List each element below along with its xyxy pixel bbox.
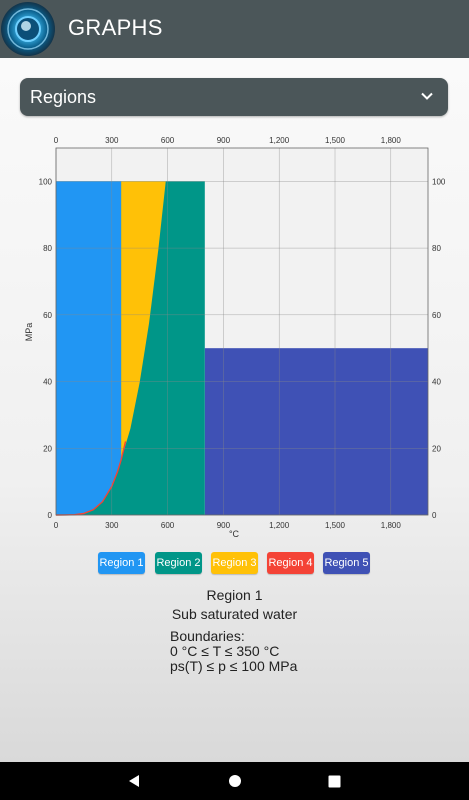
system-nav-bar <box>0 762 469 800</box>
x-tick-label-bottom: 300 <box>105 521 119 530</box>
x-tick-label-bottom: 1,800 <box>381 521 402 530</box>
y-tick-label-right: 20 <box>432 444 441 453</box>
app-title: GRAPHS <box>68 15 163 40</box>
x-tick-label-bottom: 600 <box>161 521 175 530</box>
content-area: Regions 0 0 300 300 600 600 900 900 1,200 1,200 1,… <box>0 58 469 762</box>
x-tick-label-top: 300 <box>105 136 119 145</box>
dropdown-selected-value: Regions <box>30 87 97 107</box>
region-1-area <box>56 181 122 515</box>
y-tick-label-right: 0 <box>432 511 437 520</box>
region-3-area <box>121 181 166 460</box>
x-tick-label-top: 1,200 <box>269 136 290 145</box>
app-bar: GRAPHS <box>0 0 469 58</box>
legend-region-1-button[interactable]: Region 1 <box>98 552 145 574</box>
region-info-pressure-range: ps(T) ≤ p ≤ 100 MPa <box>170 658 298 674</box>
y-tick-label-right: 80 <box>432 244 441 253</box>
plot-frame <box>55 147 429 516</box>
x-tick-label-top: 900 <box>217 136 231 145</box>
y-tick-label-left: 20 <box>43 444 52 453</box>
y-tick-label-right: 60 <box>432 311 441 320</box>
legend-region-5-button[interactable]: Region 5 <box>323 552 370 574</box>
x-tick-label-top: 1,800 <box>381 136 402 145</box>
legend-region-2-button[interactable]: Region 2 <box>155 552 202 574</box>
y-tick-label-left: 100 <box>39 177 53 186</box>
x-tick-label-bottom: 900 <box>217 521 231 530</box>
y-tick-label-right: 100 <box>432 177 446 186</box>
y-tick-label-right: 40 <box>432 378 441 387</box>
y-tick-label-left: 40 <box>43 378 52 387</box>
x-tick-label-bottom: 1,200 <box>269 521 290 530</box>
x-tick-label-top: 600 <box>161 136 175 145</box>
region-5-area <box>204 348 428 515</box>
regions-chart[interactable]: 003003006006009009001,2001,2001,5001,500… <box>0 132 469 552</box>
region-info-temperature-range: 0 °C ≤ T ≤ 350 °C <box>170 643 280 659</box>
x-tick-label-top: 0 <box>54 136 59 145</box>
legend: Region 1 Region 2 Region 3 Region 4 Regi… <box>0 552 469 574</box>
legend-region-3-button[interactable]: Region 3 <box>211 552 258 574</box>
region-info-boundaries-label: Boundaries: <box>170 628 245 644</box>
x-tick-label-top: 1,500 <box>325 136 346 145</box>
back-icon[interactable] <box>128 774 140 788</box>
region-info-description: Sub saturated water <box>171 606 298 622</box>
y-tick-label-left: 0 <box>48 511 53 520</box>
region-info-title: Region 1 <box>206 587 263 603</box>
app-logo-icon <box>1 2 55 56</box>
x-tick-label-bottom: 1,500 <box>325 521 346 530</box>
y-axis-label: MPa <box>24 323 34 342</box>
graph-type-dropdown[interactable]: Regions <box>20 78 448 116</box>
x-tick-label-bottom: 0 <box>54 521 59 530</box>
recents-icon[interactable] <box>328 775 341 788</box>
y-tick-label-left: 80 <box>43 244 52 253</box>
home-icon[interactable] <box>228 774 242 788</box>
chevron-down-icon <box>421 92 433 100</box>
legend-region-4-button[interactable]: Region 4 <box>267 552 314 574</box>
y-tick-label-left: 60 <box>43 311 52 320</box>
x-axis-label: °C <box>229 529 240 539</box>
